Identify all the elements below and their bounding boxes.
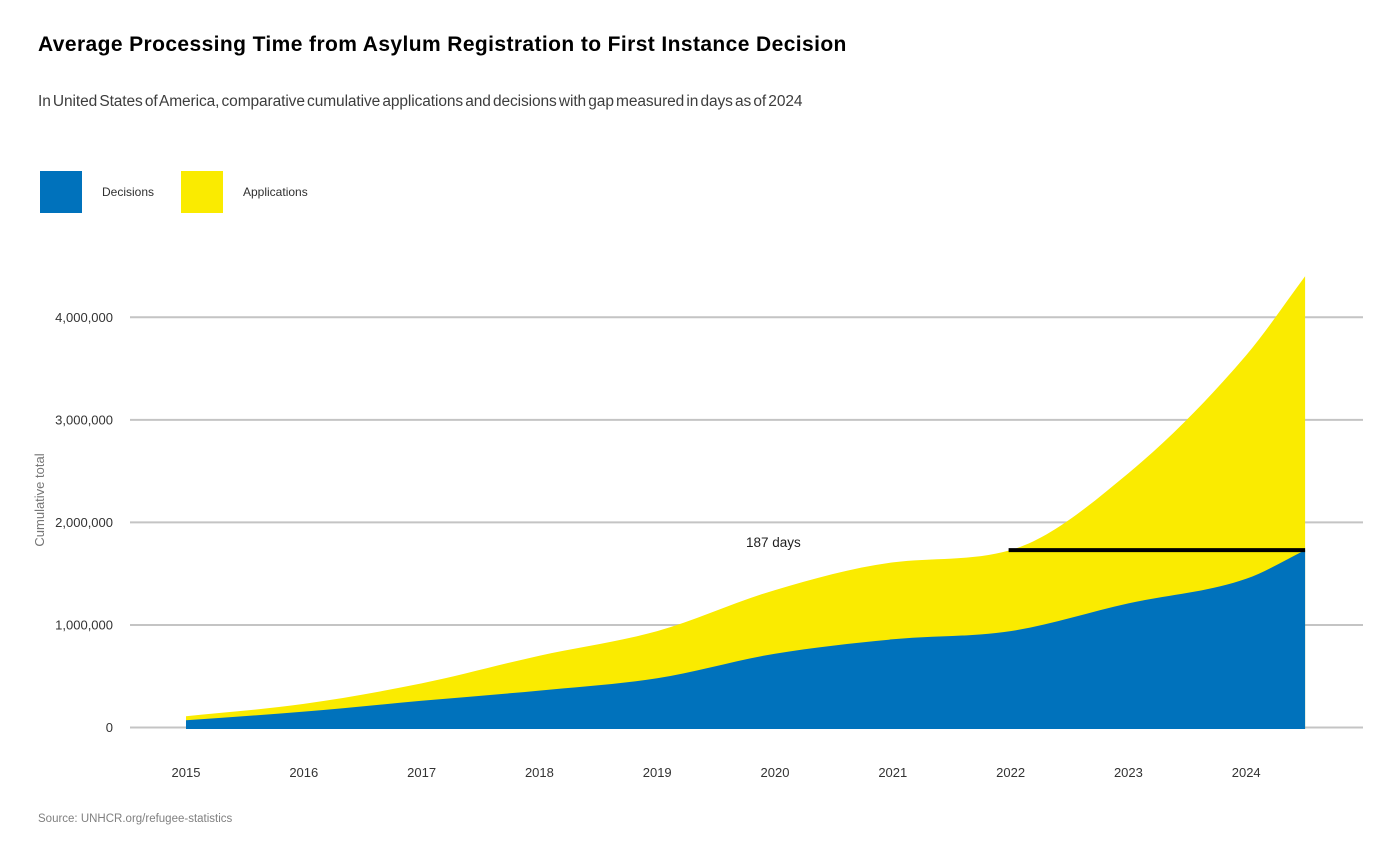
decisions-swatch [40,171,82,213]
x-tick-label: 2021 [878,765,907,780]
chart-subtitle: In United States of America, comparative… [38,93,803,110]
x-tick-label: 2016 [289,765,318,780]
x-tick-label: 2024 [1232,765,1261,780]
area-applications [186,276,1306,729]
x-tick-label: 2023 [1114,765,1143,780]
applications-swatch [181,171,223,213]
x-tick-label: 2022 [996,765,1025,780]
x-tick-label: 2017 [407,765,436,780]
y-tick-label: 4,000,000 [55,310,113,325]
x-tick-label: 2018 [525,765,554,780]
page-title: Average Processing Time from Asylum Regi… [38,33,847,56]
legend-label-decisions: Decisions [102,185,155,199]
source-note: Source: UNHCR.org/refugee-statistics [38,813,233,825]
x-tick-label: 2019 [643,765,672,780]
legend-item-decisions[interactable]: Decisions [40,171,154,213]
y-tick-label: 3,000,000 [55,412,113,427]
legend-label-applications: Applications [243,185,308,199]
x-tick-label: 2020 [761,765,790,780]
y-tick-label: 1,000,000 [55,617,113,632]
y-tick-label: 0 [106,720,113,735]
gap-label: 187 days [746,535,801,550]
x-tick-label: 2015 [172,765,201,780]
y-axis-title: Cumulative total [32,453,47,546]
area-decisions [186,550,1306,729]
y-tick-label: 2,000,000 [55,515,113,530]
legend-item-applications[interactable]: Applications [181,171,308,213]
